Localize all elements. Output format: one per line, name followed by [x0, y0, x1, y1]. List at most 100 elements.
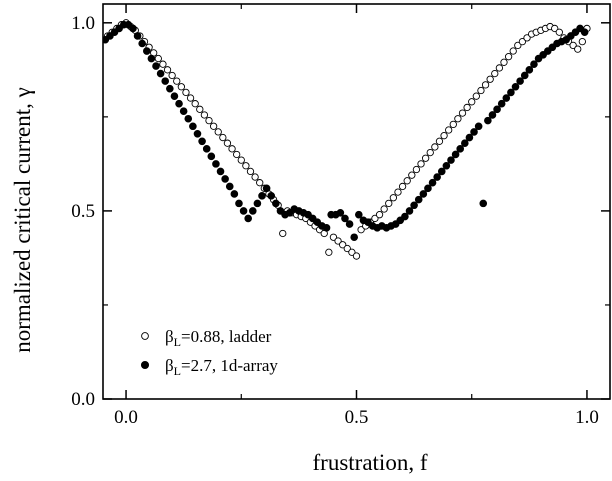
data-point-1d-array — [484, 116, 492, 125]
data-point-ladder — [348, 248, 356, 256]
data-point-1d-array — [230, 190, 239, 198]
data-point-ladder — [445, 126, 453, 134]
legend-marker — [140, 360, 150, 370]
data-point-1d-array — [184, 114, 193, 123]
data-point-ladder — [219, 133, 227, 142]
data-point-ladder — [205, 116, 213, 125]
data-point-1d-array — [170, 92, 179, 100]
data-point-ladder — [159, 60, 167, 68]
data-point-1d-array — [179, 107, 188, 116]
data-point-ladder — [477, 86, 485, 95]
data-point-1d-array — [516, 77, 524, 85]
data-point-1d-array — [189, 122, 197, 131]
data-point-ladder — [551, 24, 559, 33]
data-point-1d-array — [258, 192, 266, 200]
data-point-ladder — [343, 244, 351, 253]
data-point-1d-array — [156, 69, 165, 78]
data-point-ladder — [371, 214, 379, 223]
data-point-1d-array — [405, 207, 414, 215]
x-tick-label: 0.5 — [345, 407, 369, 428]
data-point-1d-array — [470, 128, 478, 136]
y-tick-label: 0.0 — [71, 389, 95, 410]
legend-label: βL=0.88, ladder — [165, 327, 272, 349]
data-point-ladder — [431, 143, 439, 151]
data-point-ladder — [380, 205, 388, 213]
data-point-1d-array — [244, 214, 252, 223]
data-point-1d-array — [437, 167, 446, 176]
data-point-1d-array — [221, 175, 229, 183]
data-point-1d-array — [322, 224, 331, 232]
data-point-ladder — [518, 37, 527, 46]
data-point-ladder — [426, 148, 434, 157]
data-point-ladder — [186, 94, 195, 102]
data-point-ladder — [246, 167, 255, 176]
axis-labels: frustration, f normalized critical curre… — [10, 87, 428, 475]
data-point-1d-array — [272, 199, 280, 208]
data-point-1d-array — [465, 133, 474, 142]
data-point-ladder — [325, 248, 333, 256]
data-point-1d-array — [488, 111, 497, 119]
data-point-1d-array — [161, 77, 170, 85]
data-point-1d-array — [355, 210, 363, 219]
data-point-ladder — [463, 103, 471, 112]
data-point-1d-array — [129, 24, 137, 33]
data-point-ladder — [233, 150, 241, 159]
data-point-ladder — [500, 58, 508, 66]
data-point-ladder — [412, 165, 421, 174]
data-point-1d-array — [138, 39, 146, 48]
plot-area — [103, 19, 591, 260]
legend-label: βL=2.7, 1d-array — [165, 356, 278, 378]
data-point-ladder — [574, 45, 582, 53]
axis-ticks: 0.0 0.5 1.0 0.0 0.5 1.0 — [71, 4, 610, 428]
data-point-1d-array — [336, 208, 345, 217]
data-point-1d-array — [235, 199, 243, 208]
data-point-ladder — [435, 137, 444, 145]
data-point-ladder — [385, 199, 393, 208]
data-point-ladder — [177, 83, 186, 91]
data-point-ladder — [279, 229, 287, 238]
data-point-1d-array — [424, 184, 432, 193]
data-point-ladder — [200, 111, 209, 119]
data-point-1d-array — [341, 214, 349, 223]
data-point-ladder — [214, 128, 222, 136]
data-point-ladder — [486, 75, 494, 83]
data-point-1d-array — [239, 207, 248, 215]
data-point-1d-array — [414, 195, 423, 204]
data-point-ladder — [578, 37, 586, 46]
data-point-1d-array — [511, 82, 520, 91]
data-point-1d-array — [580, 28, 589, 37]
data-point-1d-array — [502, 94, 511, 102]
data-point-ladder — [228, 145, 236, 153]
data-point-1d-array — [248, 207, 257, 215]
data-point-ladder — [154, 54, 162, 63]
data-point-ladder — [191, 100, 199, 108]
data-point-1d-array — [419, 190, 428, 198]
data-point-ladder — [163, 66, 172, 74]
data-point-ladder — [398, 182, 407, 191]
data-point-ladder — [569, 41, 577, 50]
x-axis-title: frustration, f — [313, 450, 428, 475]
data-point-ladder — [389, 194, 398, 202]
data-point-ladder — [491, 69, 499, 78]
data-point-ladder — [417, 160, 425, 168]
data-point-ladder — [454, 115, 462, 123]
data-point-1d-array — [456, 145, 465, 153]
data-point-1d-array — [520, 71, 529, 80]
data-point-ladder — [408, 171, 416, 179]
data-point-1d-array — [497, 99, 506, 108]
data-point-1d-array — [479, 199, 488, 208]
data-point-1d-array — [433, 173, 441, 181]
data-point-ladder — [237, 156, 245, 164]
data-point-1d-array — [530, 60, 538, 68]
data-point-ladder — [495, 64, 504, 72]
data-point-ladder — [440, 132, 448, 140]
x-tick-label: 1.0 — [575, 407, 599, 428]
data-point-1d-array — [410, 201, 418, 210]
data-point-1d-array — [525, 66, 534, 74]
data-point-ladder — [329, 233, 338, 241]
data-point-ladder — [256, 179, 264, 187]
data-point-1d-array — [401, 212, 409, 221]
data-point-ladder — [403, 177, 411, 185]
data-point-1d-array — [142, 47, 151, 55]
